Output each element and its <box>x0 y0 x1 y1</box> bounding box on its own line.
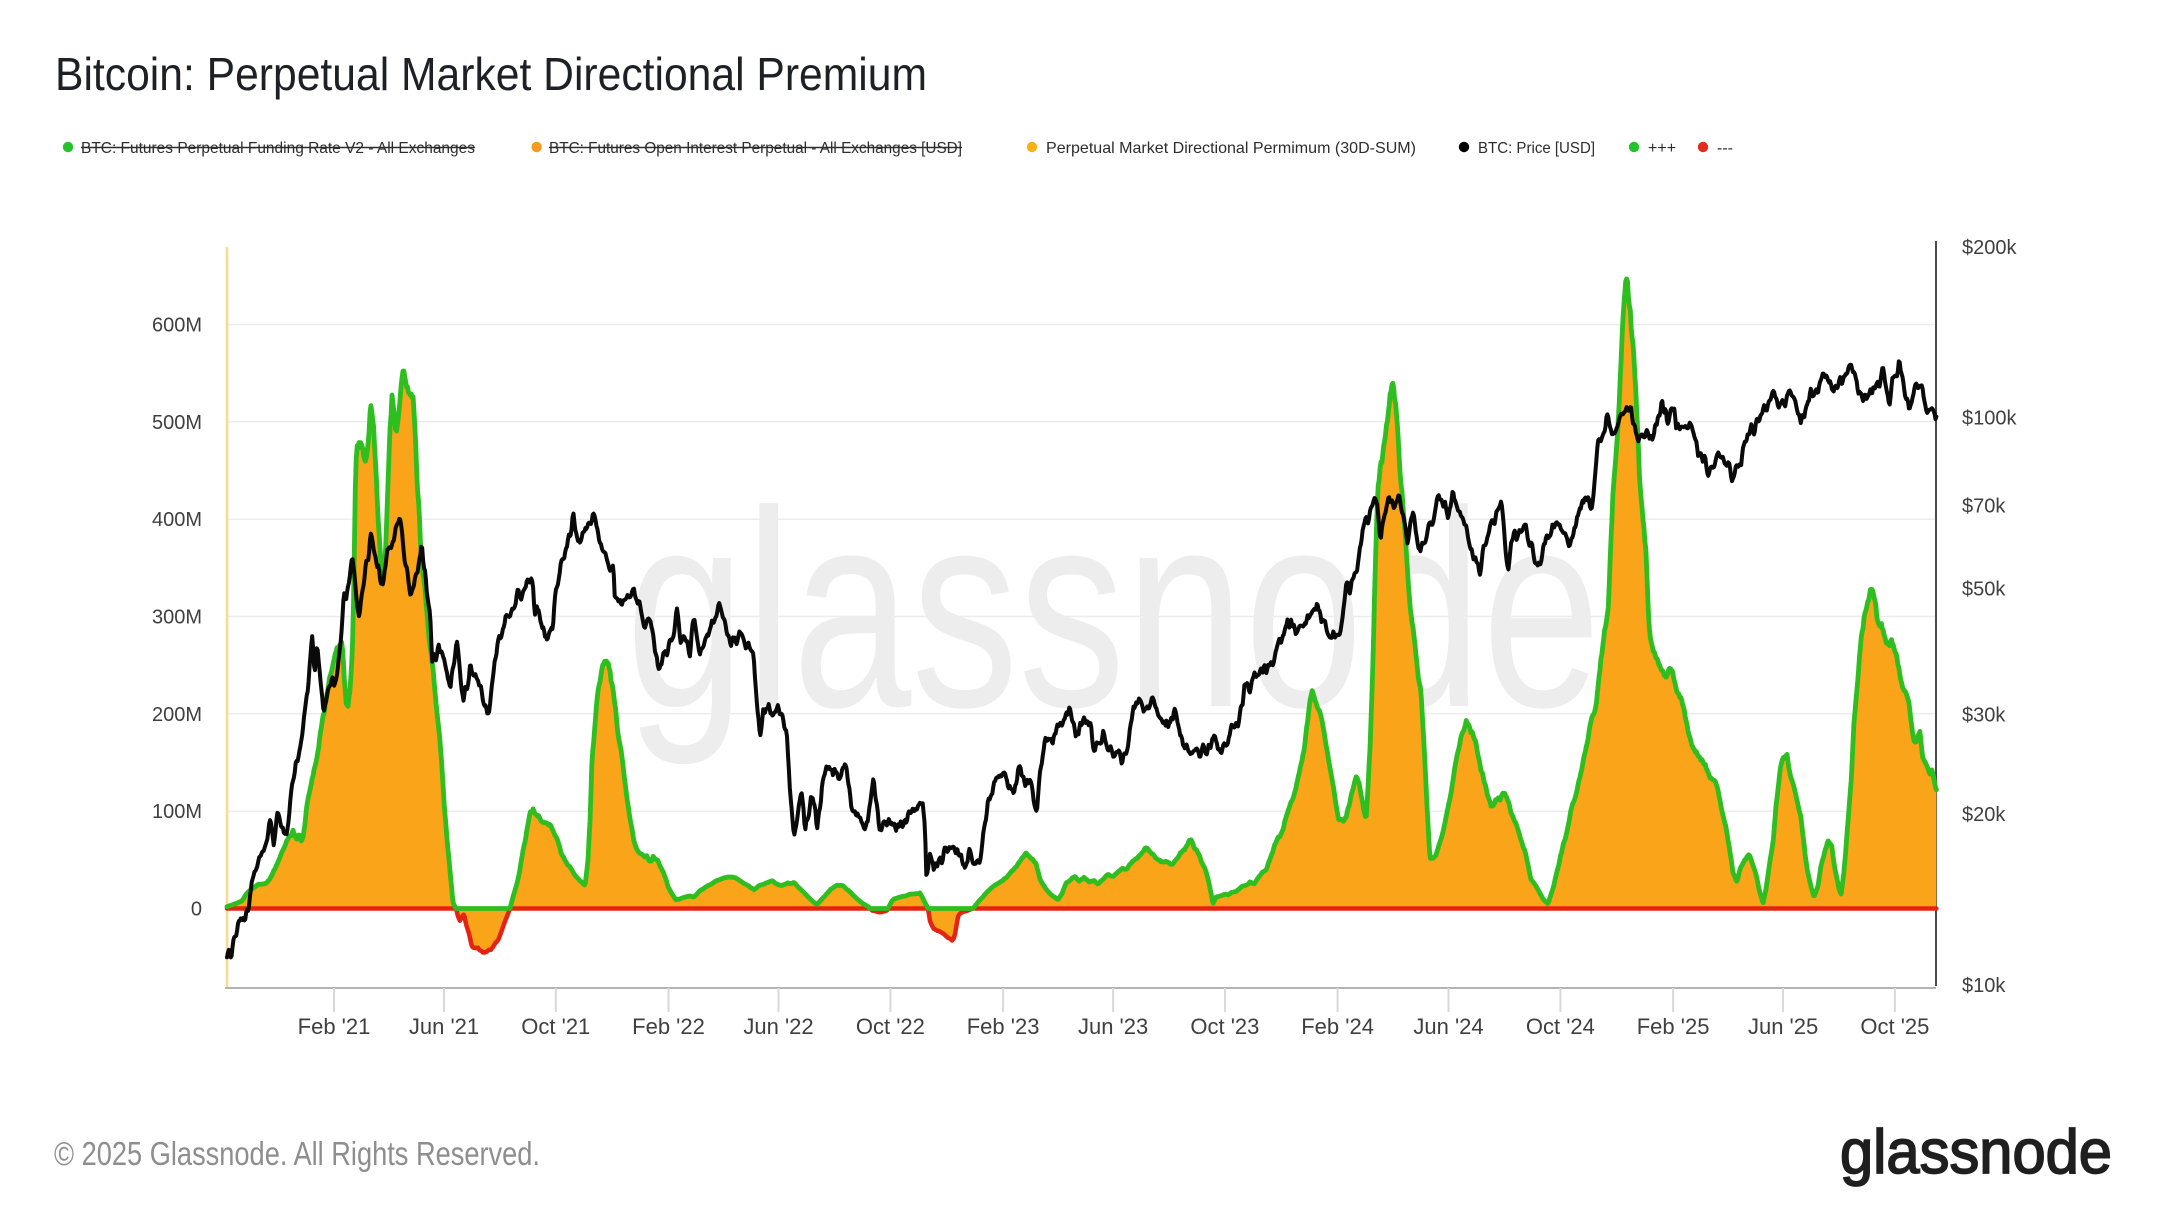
svg-text:$200k: $200k <box>1962 237 2017 259</box>
svg-text:BTC: Futures Perpetual Funding: BTC: Futures Perpetual Funding Rate V2 -… <box>81 140 475 157</box>
svg-text:600M: 600M <box>152 315 202 337</box>
svg-text:$30k: $30k <box>1962 704 2006 726</box>
svg-text:Feb '23: Feb '23 <box>967 1014 1040 1039</box>
svg-text:$50k: $50k <box>1962 579 2006 601</box>
svg-text:$100k: $100k <box>1962 408 2017 430</box>
svg-text:Bitcoin: Perpetual Market Dire: Bitcoin: Perpetual Market Directional Pr… <box>55 48 927 100</box>
svg-text:0: 0 <box>191 899 202 921</box>
svg-text:Perpetual Market Directional P: Perpetual Market Directional Permimum (3… <box>1046 140 1416 157</box>
svg-text:100M: 100M <box>152 801 202 823</box>
svg-text:Oct '21: Oct '21 <box>521 1014 590 1039</box>
svg-text:BTC: Futures Open Interest Per: BTC: Futures Open Interest Perpetual - A… <box>549 140 962 157</box>
svg-text:Jun '23: Jun '23 <box>1078 1014 1148 1039</box>
svg-text:Oct '22: Oct '22 <box>856 1014 925 1039</box>
svg-text:Feb '22: Feb '22 <box>632 1014 705 1039</box>
svg-text:Jun '22: Jun '22 <box>743 1014 813 1039</box>
svg-text:Feb '21: Feb '21 <box>298 1014 371 1039</box>
svg-text:Feb '25: Feb '25 <box>1637 1014 1710 1039</box>
svg-text:+++: +++ <box>1648 140 1676 157</box>
svg-text:$70k: $70k <box>1962 496 2006 518</box>
svg-text:glassnode: glassnode <box>1840 1118 2112 1187</box>
svg-text:Oct '24: Oct '24 <box>1526 1014 1595 1039</box>
svg-text:---: --- <box>1717 140 1733 157</box>
svg-text:Jun '21: Jun '21 <box>409 1014 479 1039</box>
svg-text:glassnode: glassnode <box>626 454 1601 767</box>
svg-text:$20k: $20k <box>1962 804 2006 826</box>
svg-text:Feb '24: Feb '24 <box>1301 1014 1374 1039</box>
svg-text:$10k: $10k <box>1962 975 2006 997</box>
svg-text:Oct '25: Oct '25 <box>1860 1014 1929 1039</box>
svg-text:Jun '24: Jun '24 <box>1413 1014 1483 1039</box>
svg-text:© 2025 Glassnode. All Rights R: © 2025 Glassnode. All Rights Reserved. <box>54 1135 540 1172</box>
svg-text:500M: 500M <box>152 412 202 434</box>
svg-text:Oct '23: Oct '23 <box>1190 1014 1259 1039</box>
svg-text:200M: 200M <box>152 704 202 726</box>
svg-text:BTC: Price [USD]: BTC: Price [USD] <box>1478 140 1595 157</box>
svg-text:300M: 300M <box>152 607 202 629</box>
svg-text:Jun '25: Jun '25 <box>1748 1014 1818 1039</box>
svg-text:400M: 400M <box>152 509 202 531</box>
